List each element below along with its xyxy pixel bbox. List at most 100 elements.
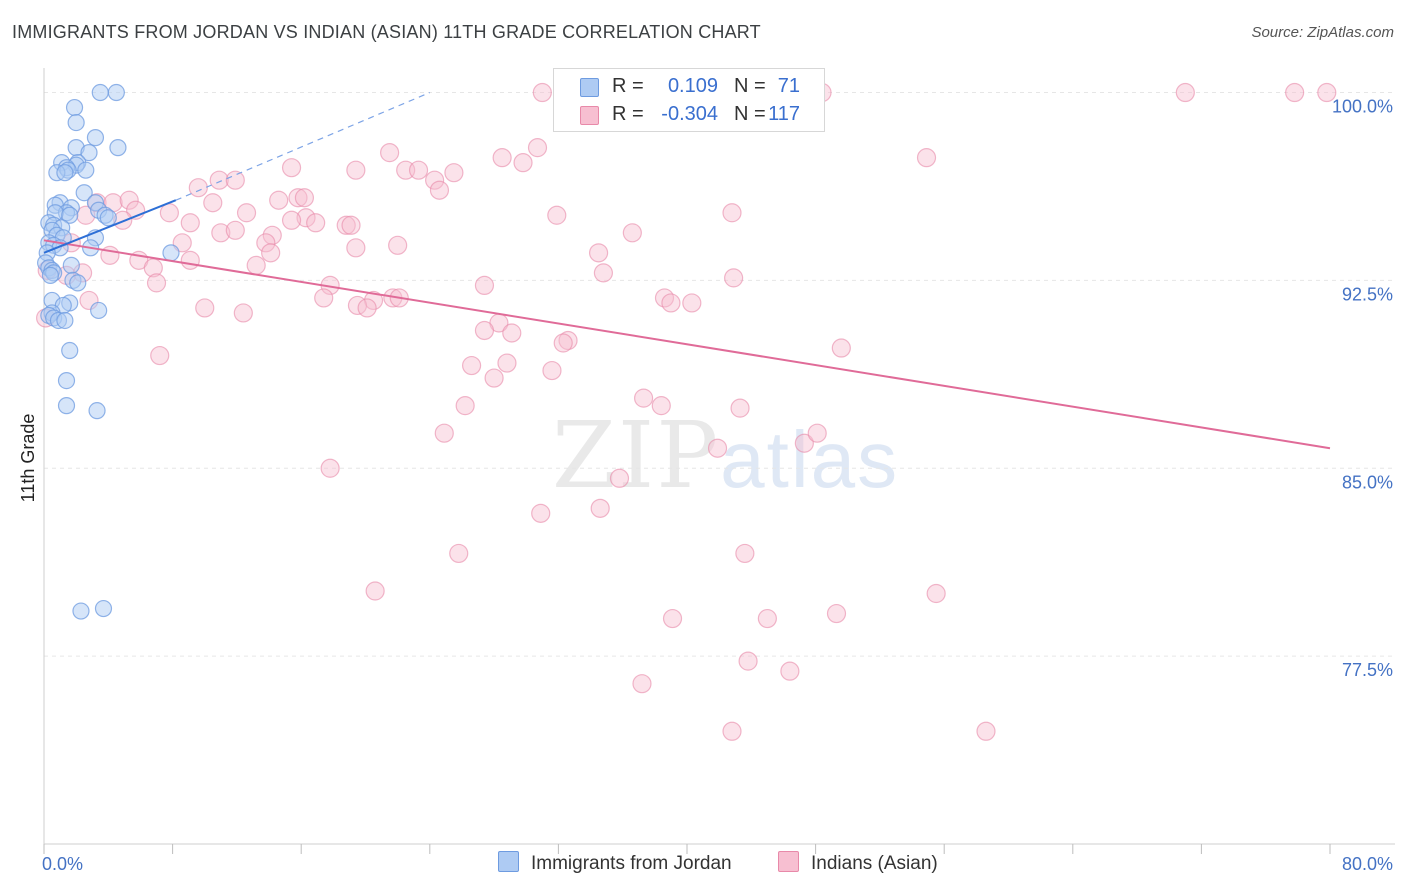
legend-label-indians: Indians (Asian)	[811, 853, 938, 874]
data-point-indians	[281, 158, 302, 178]
data-point-indians	[195, 298, 215, 318]
series-immigrants-from-jordan	[37, 83, 180, 620]
data-point-indians	[209, 170, 229, 190]
legend-n-label: N =	[734, 75, 766, 97]
data-point-indians	[588, 243, 609, 263]
data-point-indians	[146, 273, 167, 293]
data-point-jordan	[72, 602, 90, 620]
data-point-indians	[757, 608, 777, 629]
data-point-indians	[159, 203, 179, 223]
data-point-jordan	[107, 83, 125, 102]
data-point-indians	[609, 468, 630, 488]
chart-title: IMMIGRANTS FROM JORDAN VS INDIAN (ASIAN)…	[12, 22, 761, 42]
legend-r-value: 0.109	[667, 75, 718, 97]
data-point-indians	[269, 190, 289, 210]
data-point-indians	[365, 581, 385, 601]
y-tick-label: 77.5%	[1342, 660, 1393, 680]
data-point-indians	[357, 298, 377, 318]
data-point-indians	[527, 138, 548, 158]
legend-r-label: R =	[612, 75, 644, 97]
data-point-indians	[380, 143, 400, 163]
data-point-indians	[288, 188, 308, 208]
axis-labels: 77.5% 85.0% 92.5% 100.0% 0.0% 80.0% 11th Grade	[18, 97, 1393, 874]
data-point-indians	[730, 398, 750, 418]
data-point-jordan	[80, 144, 98, 162]
data-point-jordan	[57, 371, 76, 390]
data-point-indians	[119, 190, 139, 210]
trend-line-jordan	[43, 199, 177, 254]
y-tick-label: 85.0%	[1342, 472, 1393, 492]
data-point-indians	[314, 288, 334, 308]
data-point-indians	[429, 180, 450, 200]
legend-item-jordan[interactable]: Immigrants from Jordan	[498, 851, 732, 875]
legend-row-indians: R = -0.304 N = 117	[554, 101, 824, 129]
correlation-legend: R = 0.109 N = 71 R = -0.304 N = 117	[553, 68, 825, 132]
x-tick-label: 0.0%	[42, 854, 83, 874]
data-point-jordan	[57, 397, 76, 415]
data-point-indians	[976, 721, 996, 741]
data-point-indians	[590, 498, 610, 518]
data-point-indians	[780, 661, 800, 681]
watermark-zip: ZIP	[552, 402, 721, 509]
data-point-indians	[735, 543, 755, 564]
data-point-indians	[236, 203, 257, 223]
data-point-indians	[346, 160, 366, 180]
data-point-indians	[654, 288, 675, 308]
data-point-indians	[172, 233, 192, 253]
trend-line-jordan-extension	[175, 91, 431, 201]
y-axis-title: 11th Grade	[18, 414, 38, 503]
legend-row-jordan: R = 0.109 N = 71	[554, 73, 824, 101]
data-point-jordan	[162, 244, 180, 262]
legend-swatch-indians	[580, 106, 599, 125]
data-point-indians	[632, 674, 652, 694]
data-point-indians	[474, 275, 495, 296]
data-point-indians	[474, 320, 495, 341]
legend-swatch-jordan	[580, 78, 599, 97]
legend-r-value: -0.304	[661, 103, 718, 125]
series-legend: Immigrants from Jordan Indians (Asian)	[0, 851, 1406, 879]
grid	[44, 92, 1395, 657]
data-point-indians	[225, 170, 245, 190]
data-point-indians	[1317, 82, 1337, 103]
data-point-jordan	[65, 98, 84, 117]
data-point-indians	[724, 268, 744, 288]
data-point-indians	[542, 360, 562, 381]
data-point-indians	[553, 333, 573, 353]
data-point-indians	[633, 388, 654, 408]
data-point-indians	[246, 255, 266, 275]
data-point-indians	[320, 458, 340, 478]
data-point-indians	[707, 438, 728, 458]
data-point-jordan	[41, 266, 60, 284]
data-point-indians	[388, 235, 408, 255]
data-point-indians	[449, 543, 469, 564]
legend-item-indians[interactable]: Indians (Asian)	[778, 851, 938, 875]
data-point-indians	[261, 243, 281, 263]
data-point-indians	[794, 433, 814, 453]
legend-n-value: 71	[777, 75, 800, 97]
data-point-indians	[434, 423, 454, 443]
data-point-indians	[306, 213, 326, 233]
data-point-indians	[455, 396, 475, 416]
data-point-indians	[425, 170, 445, 190]
data-point-indians	[336, 215, 356, 235]
data-point-jordan	[56, 164, 74, 182]
data-point-indians	[497, 353, 517, 373]
data-point-indians	[188, 178, 208, 198]
data-point-indians	[502, 323, 522, 343]
data-point-indians	[444, 163, 464, 183]
data-point-indians	[180, 250, 200, 270]
data-point-indians	[661, 293, 681, 313]
x-tick-label: 80.0%	[1342, 854, 1393, 874]
data-point-indians	[1175, 82, 1195, 103]
data-point-indians	[150, 345, 170, 366]
legend-r-label: R =	[612, 103, 644, 125]
data-point-indians	[826, 603, 847, 624]
data-point-jordan	[109, 139, 127, 157]
legend-swatch-indians	[778, 851, 799, 872]
data-point-indians	[807, 423, 827, 443]
data-point-indians	[225, 220, 245, 240]
data-point-indians	[531, 503, 551, 523]
data-point-jordan	[94, 599, 113, 618]
axes	[43, 68, 1395, 854]
